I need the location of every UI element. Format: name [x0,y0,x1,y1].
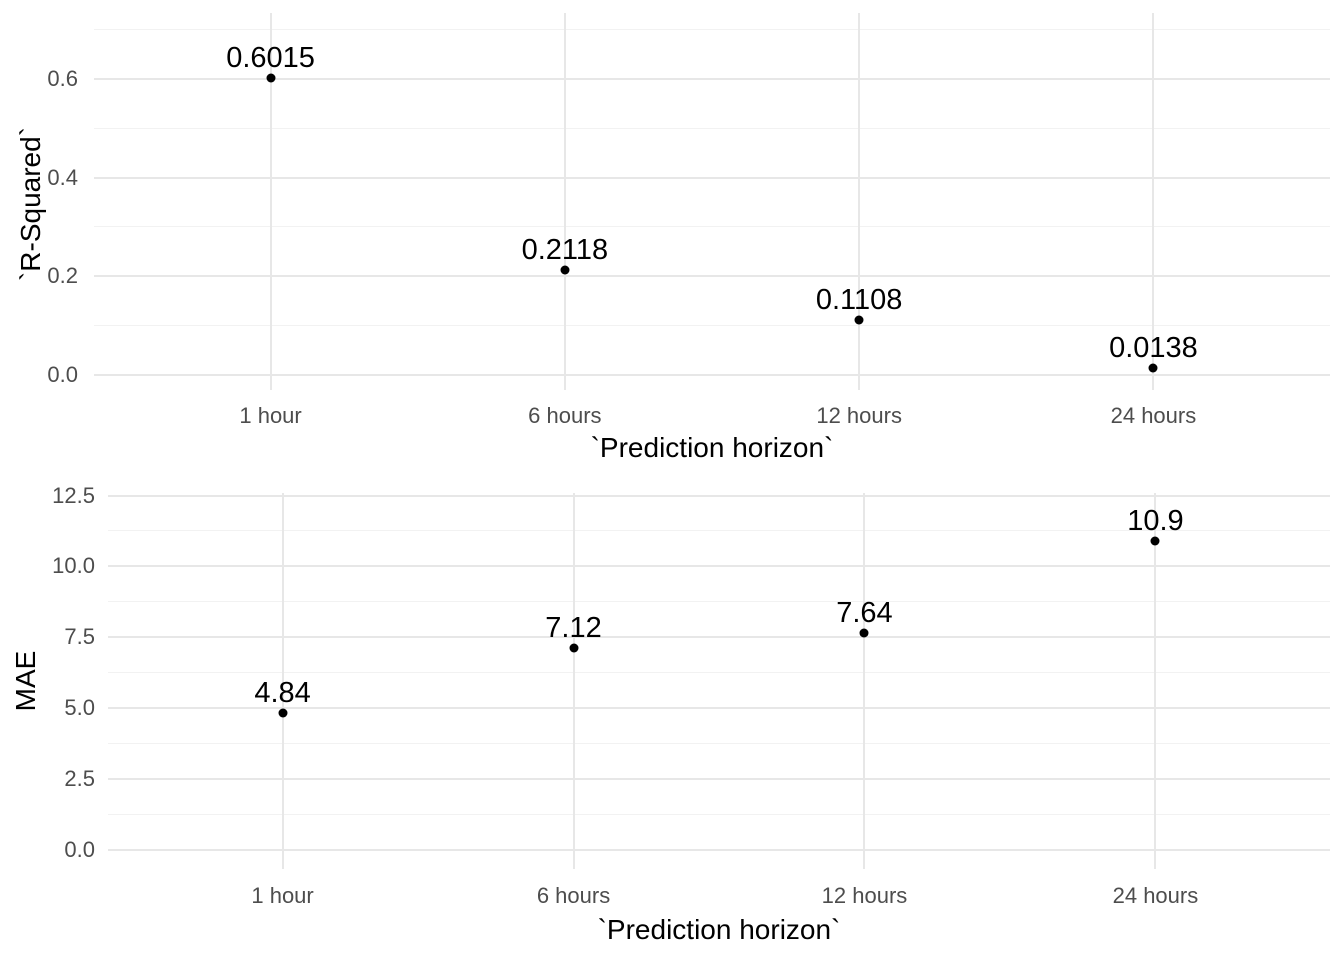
x-tick-label: 12 hours [816,403,902,428]
gridline-major-x [858,13,861,390]
y-tick-label: 7.5 [64,624,95,650]
gridline-major-y [94,176,1330,179]
gridline-major-y [94,275,1330,278]
x-axis-title: `Prediction horizon` [590,432,834,463]
data-point-label: 0.2118 [521,234,609,267]
x-tick-label: 1 hour [239,403,302,428]
data-point [854,315,864,325]
gridline-minor-y [94,325,1330,327]
x-tick-label: 6 hours [528,403,602,428]
gridline-major-x [281,493,284,869]
x-axis-title: `Prediction horizon` [597,914,841,945]
gridline-major-y [108,778,1330,781]
gridline-major-y [108,565,1330,568]
x-tick-label: 24 hours [1110,403,1197,428]
x-tick-label: 12 hours [821,883,908,908]
gridline-major-y [94,77,1330,80]
data-point [266,73,276,83]
gridline-major-y [108,494,1330,497]
x-tick-label: 6 hours [536,883,611,908]
data-point [560,265,570,275]
x-tick-label: 1 hour [251,883,314,908]
gridline-major-x [572,493,575,869]
gridline-major-x [269,13,272,390]
data-point-label: 0.6015 [226,42,315,75]
data-point-label: 0.0138 [1109,332,1198,365]
gridline-minor-y [108,814,1330,816]
data-point-label: 10.9 [1127,504,1184,537]
gridline-major-y [94,373,1330,376]
y-tick-label: 0.6 [47,65,78,91]
y-tick-label: 0.0 [47,361,78,387]
data-point-label: 4.84 [254,676,311,709]
gridline-major-x [1154,493,1157,869]
data-point [278,708,288,718]
y-tick-label: 2.5 [64,766,95,792]
gridline-major-x [863,493,866,869]
data-point [859,628,869,638]
gridline-major-y [108,849,1330,851]
y-tick-label: 0.4 [47,164,78,190]
gridline-major-y [108,636,1330,639]
y-tick-label: 0.2 [47,263,78,289]
y-tick-label: 5.0 [64,695,95,721]
data-point-label: 7.64 [836,597,893,630]
gridline-minor-y [108,530,1330,532]
data-point-label: 0.1108 [815,284,903,317]
y-tick-label: 12.5 [52,482,95,508]
gridline-minor-y [108,601,1330,603]
gridline-minor-y [108,672,1330,674]
data-point [569,643,579,653]
gridline-major-x [563,13,566,390]
gridline-minor-y [94,29,1330,31]
gridline-major-y [108,707,1330,710]
data-point [1148,363,1158,373]
gridline-major-x [1152,13,1155,390]
x-tick-label: 24 hours [1112,883,1199,908]
gridline-minor-y [94,226,1330,228]
y-tick-label: 10.0 [52,553,95,579]
gridline-minor-y [108,743,1330,745]
gridline-minor-y [94,127,1330,129]
data-point-label: 7.12 [545,612,602,645]
y-tick-label: 0.0 [64,837,95,862]
data-point [1150,536,1160,546]
